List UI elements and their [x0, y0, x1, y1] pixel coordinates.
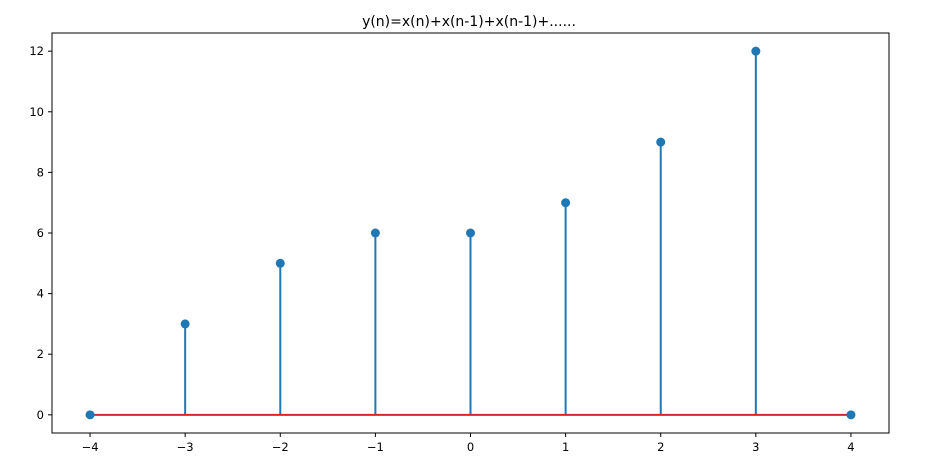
- stem-marker: [275, 258, 285, 268]
- stem-marker: [180, 319, 190, 329]
- y-tick-label: 8: [37, 165, 44, 179]
- x-tick-label: −1: [367, 440, 384, 454]
- x-tick-label: −3: [177, 440, 194, 454]
- stem-series: [85, 46, 856, 420]
- y-tick-label: 10: [29, 105, 44, 119]
- x-tick-label: 0: [467, 440, 474, 454]
- x-tick-label: 4: [847, 440, 854, 454]
- stem-marker: [561, 198, 571, 208]
- x-tick-label: −2: [272, 440, 289, 454]
- stem-marker: [846, 410, 856, 420]
- y-axis: 0 2 4 6 8 10 12: [29, 44, 52, 422]
- x-tick-label: −4: [82, 440, 99, 454]
- y-tick-label: 4: [37, 287, 44, 301]
- y-tick-label: 12: [29, 44, 44, 58]
- x-tick-label: 2: [657, 440, 664, 454]
- stem-marker: [656, 137, 666, 147]
- stem-marker: [85, 410, 95, 420]
- y-tick-label: 2: [37, 347, 44, 361]
- stem-marker: [370, 228, 380, 238]
- x-tick-label: 3: [752, 440, 759, 454]
- y-tick-label: 0: [37, 408, 44, 422]
- x-tick-label: 1: [562, 440, 569, 454]
- x-axis: −4 −3 −2 −1 0 1 2 3 4: [82, 433, 855, 454]
- stem-marker: [751, 46, 761, 56]
- y-tick-label: 6: [37, 226, 44, 240]
- stem-marker: [466, 228, 475, 238]
- chart-title: y(n)=x(n)+x(n-1)+x(n-1)+......: [362, 14, 576, 30]
